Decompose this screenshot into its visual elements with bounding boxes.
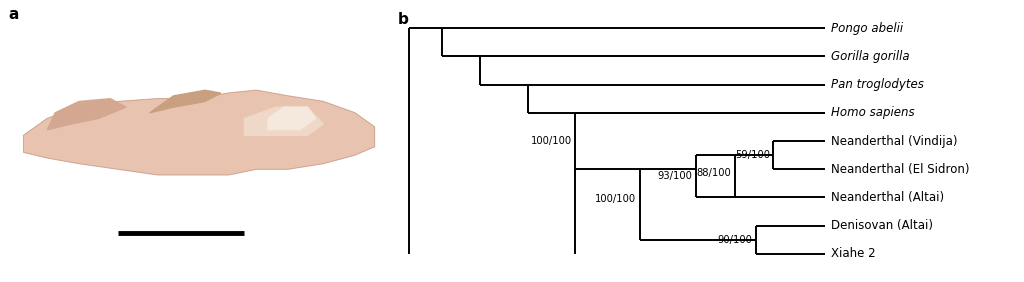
Text: 100/100: 100/100 — [595, 194, 636, 204]
Text: b: b — [397, 12, 409, 27]
Text: Pongo abelii: Pongo abelii — [831, 22, 903, 35]
Text: 100/100: 100/100 — [530, 136, 571, 146]
Text: Neanderthal (El Sidron): Neanderthal (El Sidron) — [831, 163, 970, 176]
Text: 88/100: 88/100 — [696, 168, 731, 179]
Polygon shape — [24, 90, 375, 175]
Text: Xiahe 2: Xiahe 2 — [831, 247, 877, 260]
Text: 59/100: 59/100 — [735, 150, 770, 160]
Polygon shape — [245, 107, 324, 135]
Text: Gorilla gorilla: Gorilla gorilla — [831, 50, 910, 63]
Text: Neanderthal (Altai): Neanderthal (Altai) — [831, 191, 944, 204]
Text: Pan troglodytes: Pan troglodytes — [831, 78, 925, 91]
Text: 90/100: 90/100 — [718, 235, 753, 245]
Text: a: a — [8, 7, 18, 22]
Text: Homo sapiens: Homo sapiens — [831, 106, 915, 119]
Polygon shape — [268, 107, 315, 130]
Text: Neanderthal (Vindija): Neanderthal (Vindija) — [831, 135, 958, 147]
Text: 93/100: 93/100 — [657, 171, 692, 181]
Text: Denisovan (Altai): Denisovan (Altai) — [831, 219, 934, 232]
Polygon shape — [47, 99, 126, 130]
Polygon shape — [150, 90, 221, 113]
